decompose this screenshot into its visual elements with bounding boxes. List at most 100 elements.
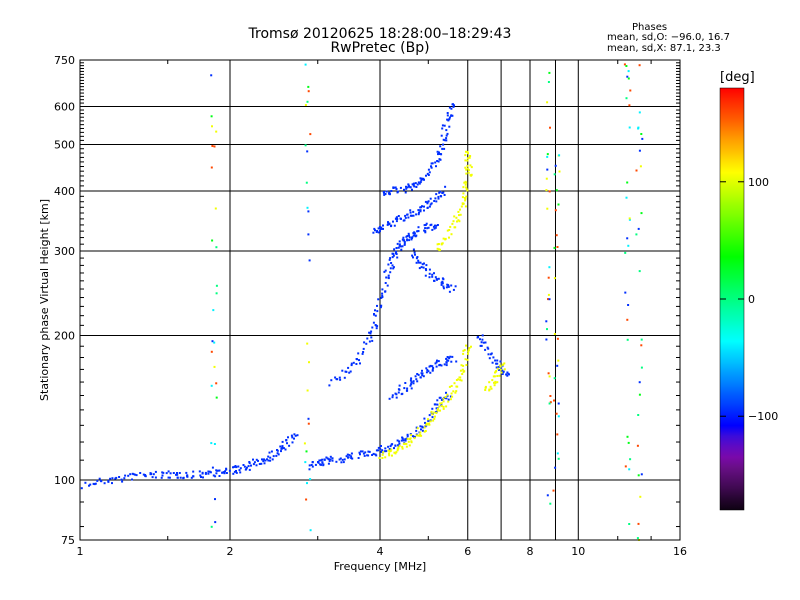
- data-point: [408, 239, 411, 242]
- data-point: [496, 359, 499, 362]
- data-point: [454, 226, 457, 229]
- data-point: [215, 284, 218, 287]
- data-point: [446, 229, 449, 232]
- data-point: [279, 445, 282, 448]
- data-point: [369, 332, 372, 335]
- data-point: [555, 234, 558, 237]
- data-point: [307, 210, 310, 213]
- data-point: [419, 431, 422, 434]
- data-point: [389, 445, 392, 448]
- data-point: [465, 150, 467, 153]
- data-point: [406, 437, 409, 440]
- data-point: [343, 458, 346, 461]
- data-point: [464, 183, 467, 186]
- data-point: [323, 458, 326, 461]
- data-point: [288, 444, 291, 447]
- data-point: [380, 227, 383, 230]
- data-point: [546, 101, 549, 104]
- data-point: [424, 421, 426, 424]
- data-point: [448, 106, 451, 109]
- x-tick-label: 10: [571, 545, 585, 558]
- data-point: [434, 276, 437, 279]
- data-point: [350, 452, 353, 455]
- data-point: [638, 111, 641, 114]
- data-point: [396, 449, 399, 452]
- data-point: [457, 210, 460, 213]
- data-point: [84, 481, 87, 484]
- data-point: [442, 237, 445, 240]
- data-point: [291, 441, 294, 444]
- data-point: [392, 254, 395, 257]
- data-point: [432, 367, 435, 369]
- data-point: [461, 203, 464, 206]
- data-point: [470, 166, 473, 169]
- data-point: [210, 384, 213, 387]
- data-point: [557, 203, 560, 206]
- data-point: [548, 266, 551, 269]
- data-point: [361, 352, 364, 355]
- data-point: [429, 371, 432, 374]
- data-point: [484, 385, 487, 388]
- data-point: [303, 442, 306, 445]
- data-point: [439, 153, 442, 155]
- data-point: [546, 328, 548, 331]
- data-point: [161, 474, 164, 477]
- data-point: [380, 296, 383, 299]
- data-point: [638, 393, 641, 396]
- data-point: [499, 360, 502, 363]
- data-point: [371, 454, 374, 456]
- data-point: [469, 164, 472, 167]
- data-point: [233, 465, 236, 468]
- data-point: [458, 214, 460, 217]
- data-point: [210, 350, 213, 353]
- data-point: [424, 200, 427, 203]
- data-point: [436, 409, 439, 412]
- data-point: [395, 220, 398, 223]
- data-point: [402, 439, 405, 442]
- data-point: [411, 188, 413, 191]
- data-point: [457, 378, 459, 381]
- data-point: [419, 261, 422, 264]
- data-point: [305, 498, 308, 501]
- data-point: [415, 429, 418, 432]
- data-point: [452, 220, 455, 223]
- data-point: [350, 455, 353, 458]
- data-point: [496, 375, 499, 377]
- data-point: [397, 446, 400, 449]
- data-point: [552, 489, 555, 492]
- data-point: [401, 392, 404, 395]
- data-point: [506, 371, 509, 374]
- data-point: [637, 414, 640, 416]
- data-point: [461, 196, 464, 199]
- data-point: [328, 460, 331, 462]
- data-point: [637, 522, 640, 525]
- data-point: [627, 441, 630, 444]
- data-point: [415, 426, 418, 429]
- data-point: [398, 240, 401, 243]
- data-point: [433, 411, 436, 414]
- data-point: [96, 479, 99, 482]
- data-point: [405, 445, 408, 448]
- data-point: [103, 482, 106, 485]
- data-point: [424, 430, 427, 432]
- data-point: [410, 387, 413, 390]
- data-point: [637, 474, 640, 477]
- x-tick-label: 4: [377, 545, 384, 558]
- data-point: [450, 114, 453, 117]
- data-point: [466, 189, 469, 192]
- data-point: [433, 227, 436, 230]
- data-point: [384, 282, 387, 284]
- data-point: [307, 422, 310, 425]
- data-point: [626, 338, 629, 341]
- data-point: [401, 445, 404, 448]
- y-tick-label: 300: [54, 245, 75, 258]
- data-point: [327, 462, 330, 465]
- data-point: [423, 426, 426, 429]
- data-point: [390, 448, 393, 451]
- data-point: [439, 145, 442, 148]
- data-point: [401, 436, 404, 439]
- y-tick-label: 100: [54, 474, 75, 487]
- chart-title: Tromsø 20120625 18:28:00–18:29:43: [248, 26, 512, 42]
- data-point: [293, 433, 296, 436]
- data-point: [454, 391, 457, 394]
